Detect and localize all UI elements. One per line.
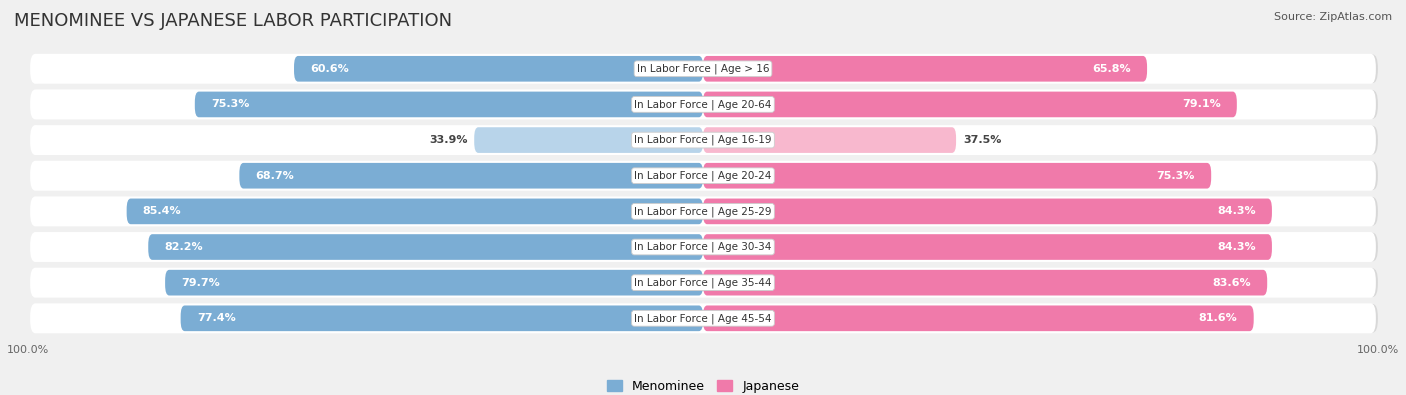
Text: 77.4%: 77.4%	[197, 313, 236, 324]
Text: 75.3%: 75.3%	[1157, 171, 1195, 181]
Text: 79.1%: 79.1%	[1182, 100, 1220, 109]
FancyBboxPatch shape	[165, 270, 703, 295]
Text: 65.8%: 65.8%	[1092, 64, 1130, 74]
Text: In Labor Force | Age 16-19: In Labor Force | Age 16-19	[634, 135, 772, 145]
FancyBboxPatch shape	[703, 163, 1211, 188]
Text: MENOMINEE VS JAPANESE LABOR PARTICIPATION: MENOMINEE VS JAPANESE LABOR PARTICIPATIO…	[14, 12, 453, 30]
Text: In Labor Force | Age > 16: In Labor Force | Age > 16	[637, 64, 769, 74]
FancyBboxPatch shape	[32, 197, 1378, 226]
FancyBboxPatch shape	[703, 92, 1237, 117]
Text: 75.3%: 75.3%	[211, 100, 249, 109]
FancyBboxPatch shape	[239, 163, 703, 188]
FancyBboxPatch shape	[703, 270, 1267, 295]
Text: In Labor Force | Age 20-64: In Labor Force | Age 20-64	[634, 99, 772, 110]
Text: In Labor Force | Age 45-54: In Labor Force | Age 45-54	[634, 313, 772, 324]
FancyBboxPatch shape	[32, 269, 1378, 297]
Text: In Labor Force | Age 25-29: In Labor Force | Age 25-29	[634, 206, 772, 216]
Text: In Labor Force | Age 35-44: In Labor Force | Age 35-44	[634, 277, 772, 288]
Text: 81.6%: 81.6%	[1199, 313, 1237, 324]
Text: 79.7%: 79.7%	[181, 278, 221, 288]
FancyBboxPatch shape	[703, 199, 1272, 224]
FancyBboxPatch shape	[30, 89, 1376, 119]
Text: 84.3%: 84.3%	[1218, 206, 1256, 216]
FancyBboxPatch shape	[703, 305, 1254, 331]
FancyBboxPatch shape	[474, 127, 703, 153]
FancyBboxPatch shape	[294, 56, 703, 82]
Text: Source: ZipAtlas.com: Source: ZipAtlas.com	[1274, 12, 1392, 22]
FancyBboxPatch shape	[30, 161, 1376, 191]
FancyBboxPatch shape	[127, 199, 703, 224]
FancyBboxPatch shape	[32, 304, 1378, 333]
Text: 33.9%: 33.9%	[429, 135, 467, 145]
FancyBboxPatch shape	[703, 234, 1272, 260]
FancyBboxPatch shape	[180, 305, 703, 331]
FancyBboxPatch shape	[30, 232, 1376, 262]
Text: 37.5%: 37.5%	[963, 135, 1001, 145]
Text: 84.3%: 84.3%	[1218, 242, 1256, 252]
Text: 85.4%: 85.4%	[143, 206, 181, 216]
FancyBboxPatch shape	[703, 56, 1147, 82]
Text: 68.7%: 68.7%	[256, 171, 294, 181]
FancyBboxPatch shape	[148, 234, 703, 260]
Text: 82.2%: 82.2%	[165, 242, 202, 252]
FancyBboxPatch shape	[30, 303, 1376, 333]
FancyBboxPatch shape	[30, 196, 1376, 226]
FancyBboxPatch shape	[32, 90, 1378, 118]
FancyBboxPatch shape	[32, 233, 1378, 261]
Text: In Labor Force | Age 30-34: In Labor Force | Age 30-34	[634, 242, 772, 252]
FancyBboxPatch shape	[703, 127, 956, 153]
FancyBboxPatch shape	[30, 125, 1376, 155]
FancyBboxPatch shape	[30, 268, 1376, 298]
Legend: Menominee, Japanese: Menominee, Japanese	[602, 375, 804, 395]
Text: 83.6%: 83.6%	[1212, 278, 1251, 288]
Text: 60.6%: 60.6%	[311, 64, 349, 74]
FancyBboxPatch shape	[32, 126, 1378, 154]
Text: In Labor Force | Age 20-24: In Labor Force | Age 20-24	[634, 171, 772, 181]
FancyBboxPatch shape	[195, 92, 703, 117]
FancyBboxPatch shape	[32, 162, 1378, 190]
FancyBboxPatch shape	[32, 55, 1378, 83]
FancyBboxPatch shape	[30, 54, 1376, 84]
